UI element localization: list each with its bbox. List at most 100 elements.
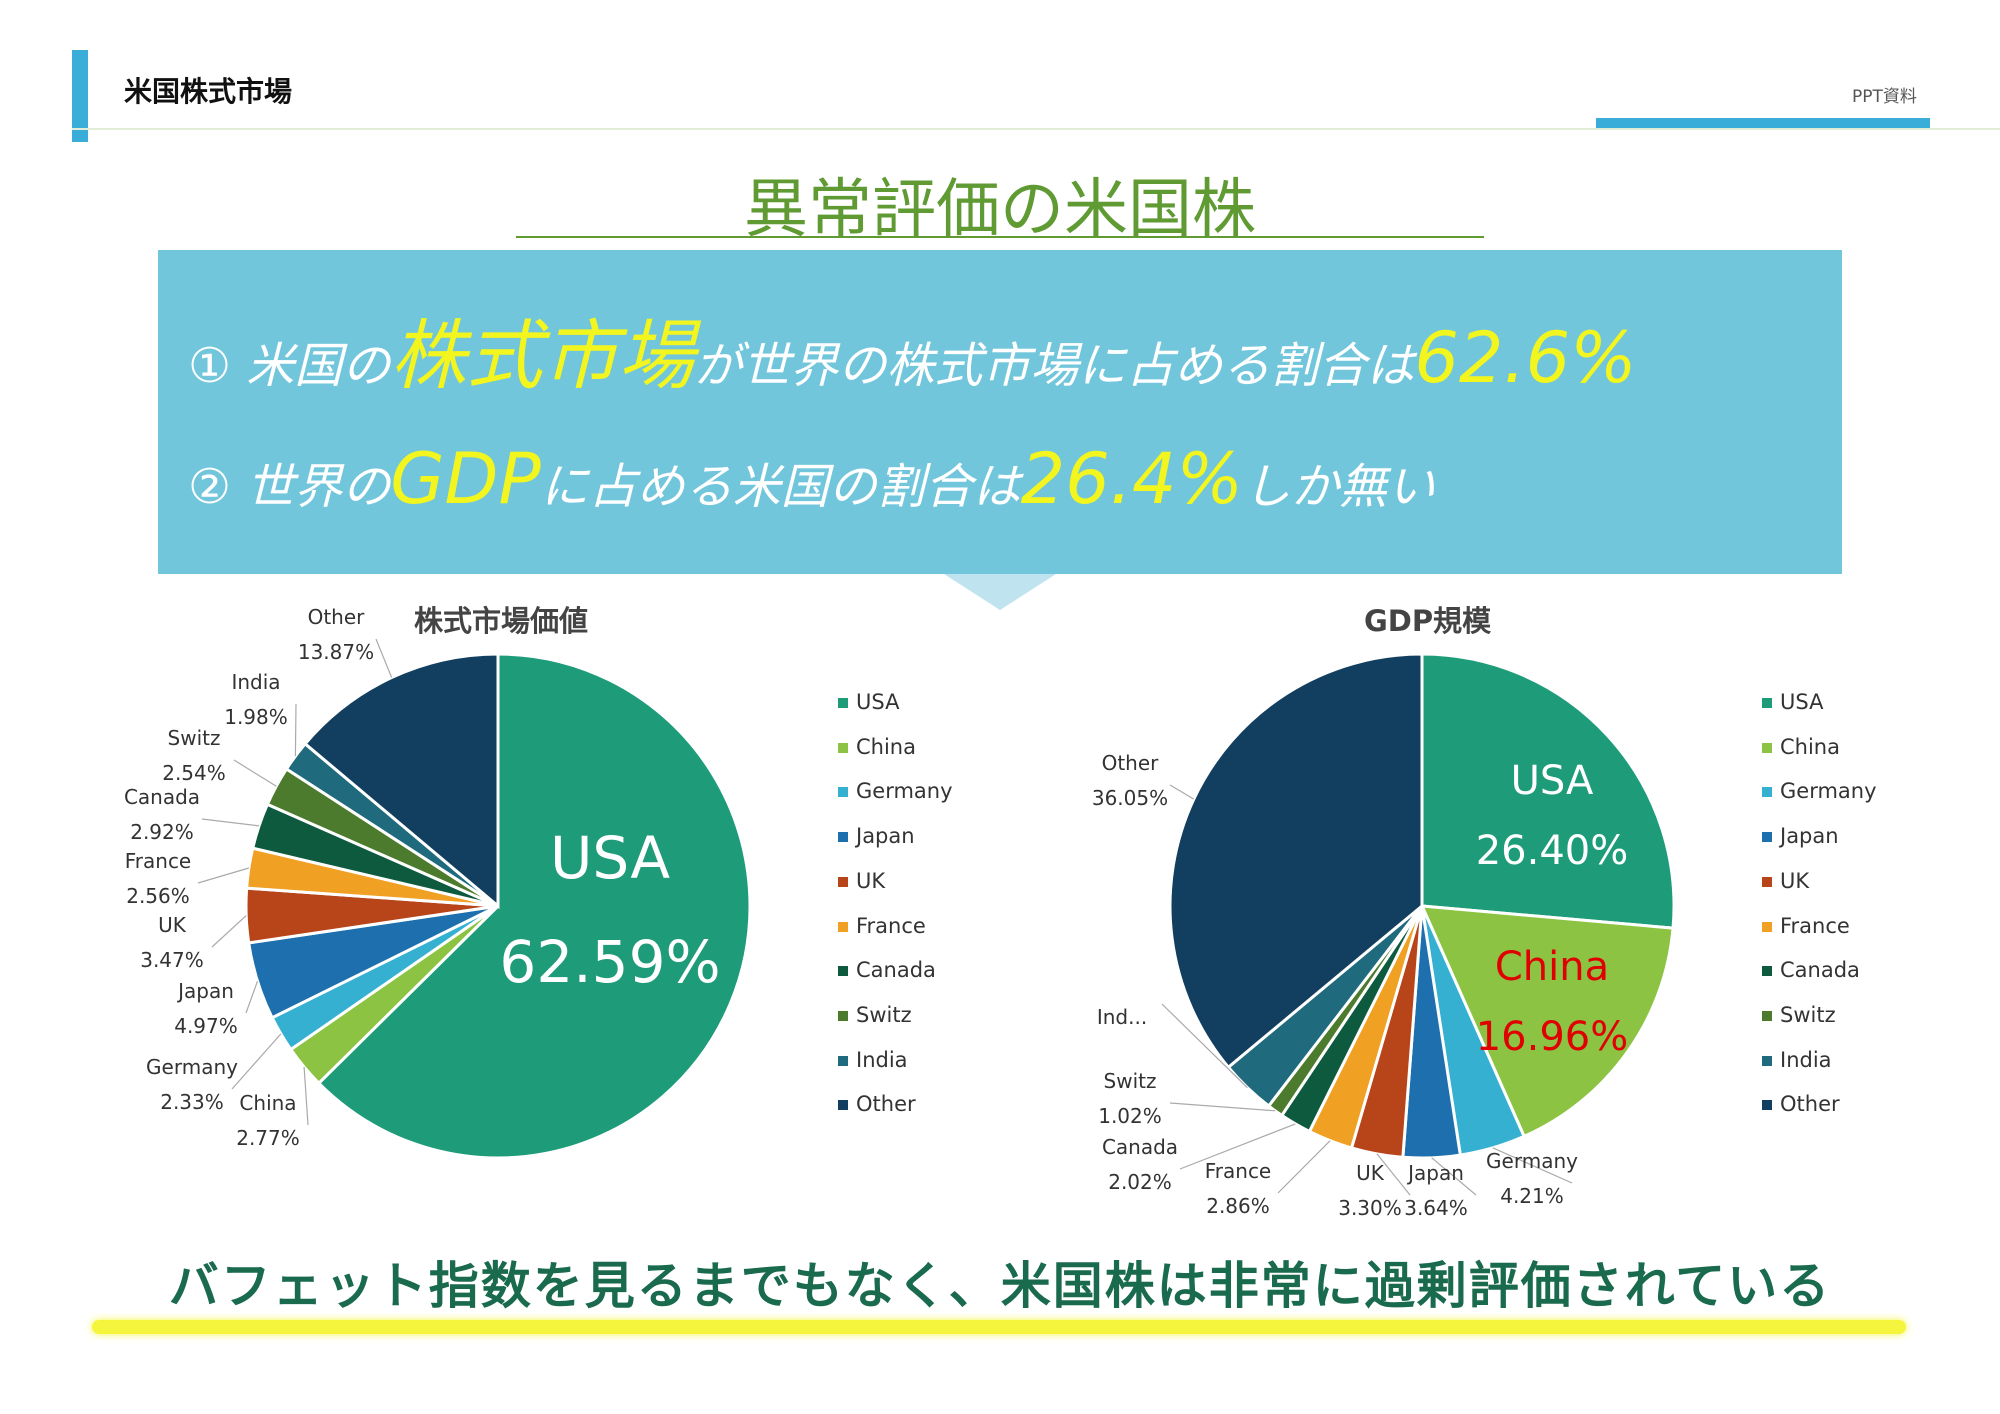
chart2-pie bbox=[1168, 652, 1676, 1160]
chart1-label-canada-name: Canada bbox=[124, 785, 200, 809]
legend-swatch bbox=[838, 1055, 848, 1066]
chart2-title: GDP規模 bbox=[1364, 604, 1492, 638]
legend-label: Germany bbox=[856, 779, 953, 804]
summary-banner: ① 米国の株式市場が世界の株式市場に占める割合は62.6% ② 世界のGDPに占… bbox=[158, 250, 1842, 574]
legend-swatch bbox=[1762, 921, 1772, 932]
chart2-label-germany-value: 4.21% bbox=[1500, 1184, 1564, 1208]
chart2-legend-item-germany: Germany bbox=[1762, 779, 1877, 803]
chart1-leader-uk bbox=[211, 915, 247, 948]
legend-swatch bbox=[838, 1010, 848, 1021]
chart1-label-japan-name: Japan bbox=[176, 979, 234, 1003]
chart2-label-france-value: 2.86% bbox=[1206, 1194, 1270, 1218]
chart1-legend-item-india: India bbox=[838, 1048, 908, 1072]
chart2-leader-japan bbox=[1431, 1157, 1477, 1196]
line2-highlight-gdp: GDP bbox=[390, 438, 541, 520]
legend-label: UK bbox=[856, 868, 886, 893]
legend-swatch bbox=[838, 698, 848, 708]
legend-label: Other bbox=[856, 1092, 916, 1117]
chart1-label-india-name: India bbox=[231, 670, 280, 694]
chart1-label-china-name: China bbox=[239, 1091, 296, 1115]
chart2-label-canada-name: Canada bbox=[1102, 1135, 1178, 1159]
chart1-legend-item-other: Other bbox=[838, 1092, 916, 1116]
chart1-leader-france bbox=[197, 867, 250, 884]
chart2-label-usa-value: 26.40% bbox=[1476, 828, 1629, 874]
chart2-leader-switz bbox=[1169, 1102, 1276, 1112]
legend-swatch bbox=[1762, 698, 1772, 708]
header-accent-bar bbox=[72, 50, 88, 142]
legend-label: China bbox=[1780, 734, 1840, 759]
chart2-legend-item-uk: UK bbox=[1762, 869, 1809, 893]
chart1-pie bbox=[244, 652, 752, 1160]
legend-label: India bbox=[1780, 1047, 1832, 1072]
legend-label: Japan bbox=[1780, 824, 1839, 849]
chart2-legend-item-switz: Switz bbox=[1762, 1003, 1836, 1027]
chart2-label-switz-name: Switz bbox=[1104, 1069, 1157, 1093]
line1-highlight-share: 62.6% bbox=[1414, 317, 1637, 399]
legend-label: UK bbox=[1780, 868, 1810, 893]
chart2-legend-item-china: China bbox=[1762, 735, 1840, 759]
header-tag: PPT資料 bbox=[1852, 87, 1917, 107]
chart2-label-japan-name: Japan bbox=[1406, 1161, 1464, 1185]
chart2-legend-item-france: France bbox=[1762, 914, 1850, 938]
chart2-label-china-value: 16.96% bbox=[1476, 1014, 1629, 1060]
chart2-legend-item-other: Other bbox=[1762, 1092, 1840, 1116]
chart1-legend-item-usa: USA bbox=[838, 690, 899, 714]
chart2-legend-item-canada: Canada bbox=[1762, 958, 1860, 982]
chart2-legend-item-japan: Japan bbox=[1762, 824, 1839, 848]
legend-swatch bbox=[1762, 876, 1772, 887]
chart2-label-france-name: France bbox=[1205, 1159, 1272, 1183]
slide-title: 異常評価の米国株 bbox=[744, 173, 1256, 247]
legend-swatch bbox=[1762, 742, 1772, 753]
chart1-label-germany-name: Germany bbox=[146, 1055, 238, 1079]
line1-prefix: ① 米国の bbox=[188, 338, 391, 394]
banner-pointer-arrow bbox=[944, 574, 1056, 610]
chart2-label-germany-name: Germany bbox=[1486, 1149, 1578, 1173]
chart1-label-uk-value: 3.47% bbox=[140, 948, 204, 972]
chart2-label-china-name: China bbox=[1495, 944, 1609, 990]
legend-label: USA bbox=[856, 690, 900, 714]
chart1-leader-canada bbox=[201, 818, 260, 827]
chart1-legend-item-china: China bbox=[838, 735, 916, 759]
chart1-leader-japan bbox=[245, 980, 259, 1014]
line1-middle: が世界の株式市場に占める割合は bbox=[694, 338, 1415, 394]
legend-label: France bbox=[1780, 913, 1850, 938]
legend-swatch bbox=[838, 832, 848, 843]
legend-label: USA bbox=[1780, 690, 1824, 714]
chart2-leader-canada bbox=[1179, 1123, 1296, 1170]
legend-label: France bbox=[856, 913, 926, 938]
chart1-label-india-value: 1.98% bbox=[224, 705, 288, 729]
chart1-legend-item-switz: Switz bbox=[838, 1003, 912, 1027]
line2-suffix: しか無い bbox=[1243, 459, 1436, 515]
chart1-legend-item-france: France bbox=[838, 914, 926, 938]
line2-highlight-share: 26.4% bbox=[1020, 438, 1244, 520]
chart2-leader-india bbox=[1161, 1003, 1248, 1089]
chart2-label-switz-value: 1.02% bbox=[1098, 1104, 1162, 1128]
legend-swatch bbox=[1762, 1055, 1772, 1066]
legend-label: China bbox=[856, 734, 916, 759]
legend-swatch bbox=[838, 921, 848, 932]
chart1-label-china-value: 2.77% bbox=[236, 1126, 300, 1150]
chart2-label-uk-value: 3.30% bbox=[1338, 1196, 1402, 1220]
legend-label: Canada bbox=[856, 958, 936, 983]
chart2-slice-china bbox=[1419, 904, 1675, 1139]
legend-swatch bbox=[838, 1100, 848, 1111]
chart1-slice-other bbox=[303, 652, 500, 910]
chart2-label-other-value: 36.05% bbox=[1092, 786, 1168, 810]
chart1-legend-item-uk: UK bbox=[838, 869, 885, 893]
chart2-label-canada-value: 2.02% bbox=[1108, 1170, 1172, 1194]
chart1-label-usa-name: USA bbox=[550, 824, 670, 892]
chart1-legend-item-canada: Canada bbox=[838, 958, 936, 982]
legend-label: Switz bbox=[1780, 1002, 1836, 1027]
banner-line-2: ② 世界のGDPに占める米国の割合は26.4%しか無い bbox=[188, 438, 1435, 520]
chart1-legend-item-germany: Germany bbox=[838, 779, 953, 803]
banner-line-1: ① 米国の株式市場が世界の株式市場に占める割合は62.6% bbox=[188, 294, 1637, 404]
legend-label: Canada bbox=[1780, 958, 1860, 983]
chart1-label-usa-value: 62.59% bbox=[499, 928, 720, 996]
legend-swatch bbox=[1762, 1010, 1772, 1021]
chart1-title: 株式市場価値 bbox=[414, 604, 589, 638]
line2-prefix: ② 世界の bbox=[188, 459, 391, 515]
header-tab-bar bbox=[1596, 118, 1930, 128]
line2-middle: に占める米国の割合は bbox=[540, 459, 1021, 515]
chart1-label-switz-value: 2.54% bbox=[162, 761, 226, 785]
